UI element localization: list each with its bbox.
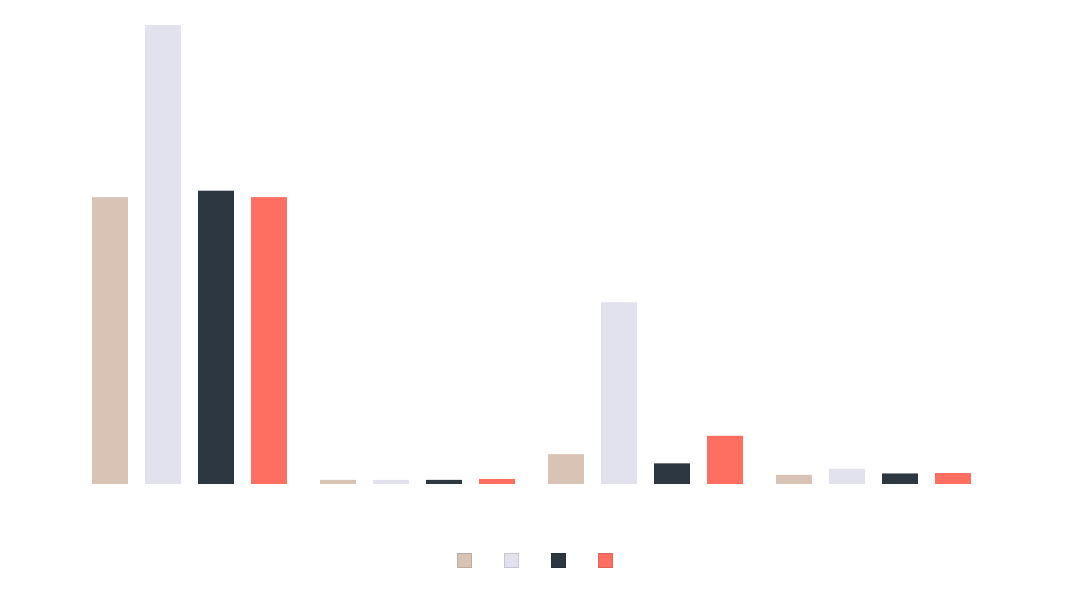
bar-series-4-group-3 bbox=[707, 435, 743, 484]
legend-item-series-4[interactable] bbox=[598, 551, 613, 569]
bar-series-3-group-2 bbox=[426, 479, 462, 484]
bar-series-2-group-3 bbox=[601, 302, 637, 484]
legend-item-series-3[interactable] bbox=[551, 551, 566, 569]
legend-item-series-2[interactable] bbox=[504, 551, 519, 569]
legend-item-series-1[interactable] bbox=[457, 551, 472, 569]
legend-swatch-series-2 bbox=[504, 552, 519, 568]
bar-series-3-group-1 bbox=[198, 190, 234, 484]
bars-layer bbox=[92, 25, 971, 484]
bar-series-3-group-4 bbox=[882, 473, 918, 484]
bar-series-1-group-1 bbox=[92, 197, 128, 484]
bar-series-4-group-2 bbox=[479, 478, 515, 484]
legend-swatch-series-4 bbox=[598, 552, 613, 568]
legend-swatch-series-3 bbox=[551, 552, 566, 568]
legend bbox=[0, 551, 1070, 569]
bar-series-4-group-1 bbox=[251, 197, 287, 484]
bar-series-1-group-4 bbox=[776, 474, 812, 484]
bar-series-2-group-2 bbox=[373, 479, 409, 484]
bar-series-4-group-4 bbox=[935, 472, 971, 484]
bar-series-3-group-3 bbox=[654, 463, 690, 484]
bar-series-1-group-3 bbox=[548, 454, 584, 484]
bar-series-2-group-1 bbox=[145, 25, 181, 484]
legend-swatch-series-1 bbox=[457, 552, 472, 568]
bar-series-2-group-4 bbox=[829, 468, 865, 484]
bar-series-1-group-2 bbox=[320, 479, 356, 484]
